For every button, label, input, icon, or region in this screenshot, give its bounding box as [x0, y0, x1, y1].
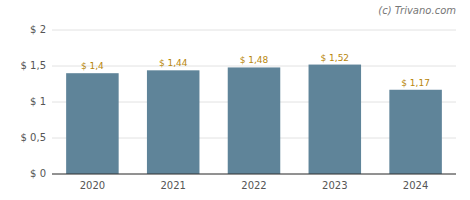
grid-line: [52, 174, 456, 175]
x-tick-label: 2021: [160, 180, 185, 191]
chart-svg: $ 0 $ 0,5 $ 1 $ 1,5 $ 2 2020 2021 2022 2023 2024 $…: [0, 0, 470, 200]
y-tick-label: $ 1: [30, 96, 46, 107]
x-tick-label: 2024: [403, 180, 428, 191]
bars: [66, 65, 442, 174]
data-label: $ 1,44: [159, 58, 188, 68]
x-tick-label: 2020: [80, 180, 105, 191]
x-tick-label: 2023: [322, 180, 347, 191]
data-label: $ 1,48: [240, 55, 269, 65]
y-tick-label: $ 0,5: [21, 132, 46, 143]
watermark: (c) Trivano.com: [378, 5, 456, 16]
chart-container: $ 0 $ 0,5 $ 1 $ 1,5 $ 2 2020 2021 2022 2023 2024 $…: [0, 0, 470, 200]
y-tick-label: $ 2: [30, 24, 46, 35]
bar: [309, 65, 362, 174]
data-label: $ 1,17: [401, 78, 430, 88]
bar: [389, 90, 442, 174]
bar: [228, 67, 281, 174]
grid-line: [52, 30, 456, 31]
grid-line: [52, 66, 456, 67]
data-label: $ 1,4: [81, 61, 104, 71]
bar: [66, 73, 119, 174]
bar: [147, 70, 200, 174]
x-tick-label: 2022: [241, 180, 266, 191]
y-tick-label: $ 0: [30, 168, 46, 179]
x-axis-line: [52, 174, 456, 175]
data-label: $ 1,52: [320, 53, 349, 63]
y-tick-label: $ 1,5: [21, 60, 46, 71]
